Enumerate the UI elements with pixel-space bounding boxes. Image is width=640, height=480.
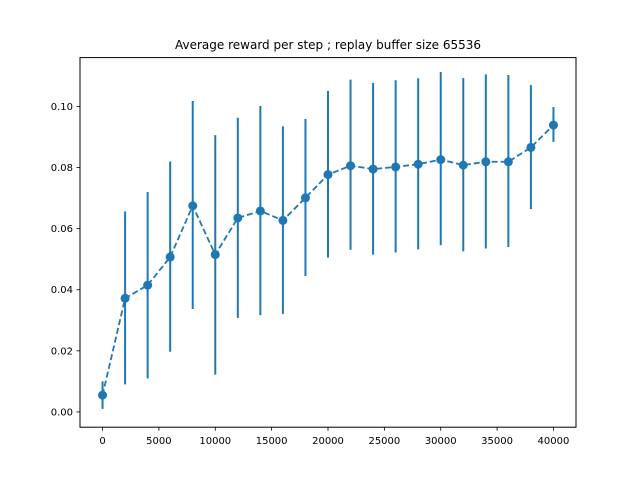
x-tick-label: 10000 (199, 436, 231, 447)
x-tick-label: 35000 (481, 436, 513, 447)
data-point (165, 252, 175, 262)
y-tick-label: 0.06 (51, 224, 73, 235)
data-point (188, 201, 198, 211)
y-tick-label: 0.04 (51, 285, 73, 296)
data-point (391, 162, 401, 172)
data-point (210, 250, 220, 260)
chart-title: Average reward per step ; replay buffer … (175, 38, 481, 52)
data-point (120, 293, 130, 303)
data-point (458, 160, 468, 170)
data-point (413, 159, 423, 169)
data-point (143, 280, 153, 290)
axes: 0 5000 10000 15000 20000 25000 30000 35000 40000… (51, 102, 570, 447)
data-point (503, 157, 513, 167)
y-tick-label: 0.08 (51, 163, 73, 174)
x-tick-label: 40000 (538, 436, 570, 447)
x-tick-label: 5000 (146, 436, 171, 447)
data-point (278, 215, 288, 225)
x-tick-label: 15000 (256, 436, 288, 447)
axes-frame (79, 57, 577, 428)
x-tick-label: 20000 (312, 436, 344, 447)
x-tick-label: 30000 (425, 436, 457, 447)
x-tick-label: 25000 (368, 436, 400, 447)
data-point (323, 170, 333, 180)
data-point (481, 157, 491, 167)
y-tick-label: 0.02 (51, 346, 73, 357)
data-point (300, 193, 310, 203)
y-tick-label: 0.10 (51, 102, 73, 113)
data-point (368, 164, 378, 174)
data-point (346, 161, 356, 171)
data-point (98, 390, 108, 400)
x-tick-label: 0 (99, 436, 105, 447)
plot-area (98, 71, 558, 409)
data-point (436, 155, 446, 165)
data-point (233, 213, 243, 223)
y-tick-label: 0.00 (51, 407, 73, 418)
data-point (548, 120, 558, 130)
data-point (255, 206, 265, 216)
data-point (526, 142, 536, 152)
